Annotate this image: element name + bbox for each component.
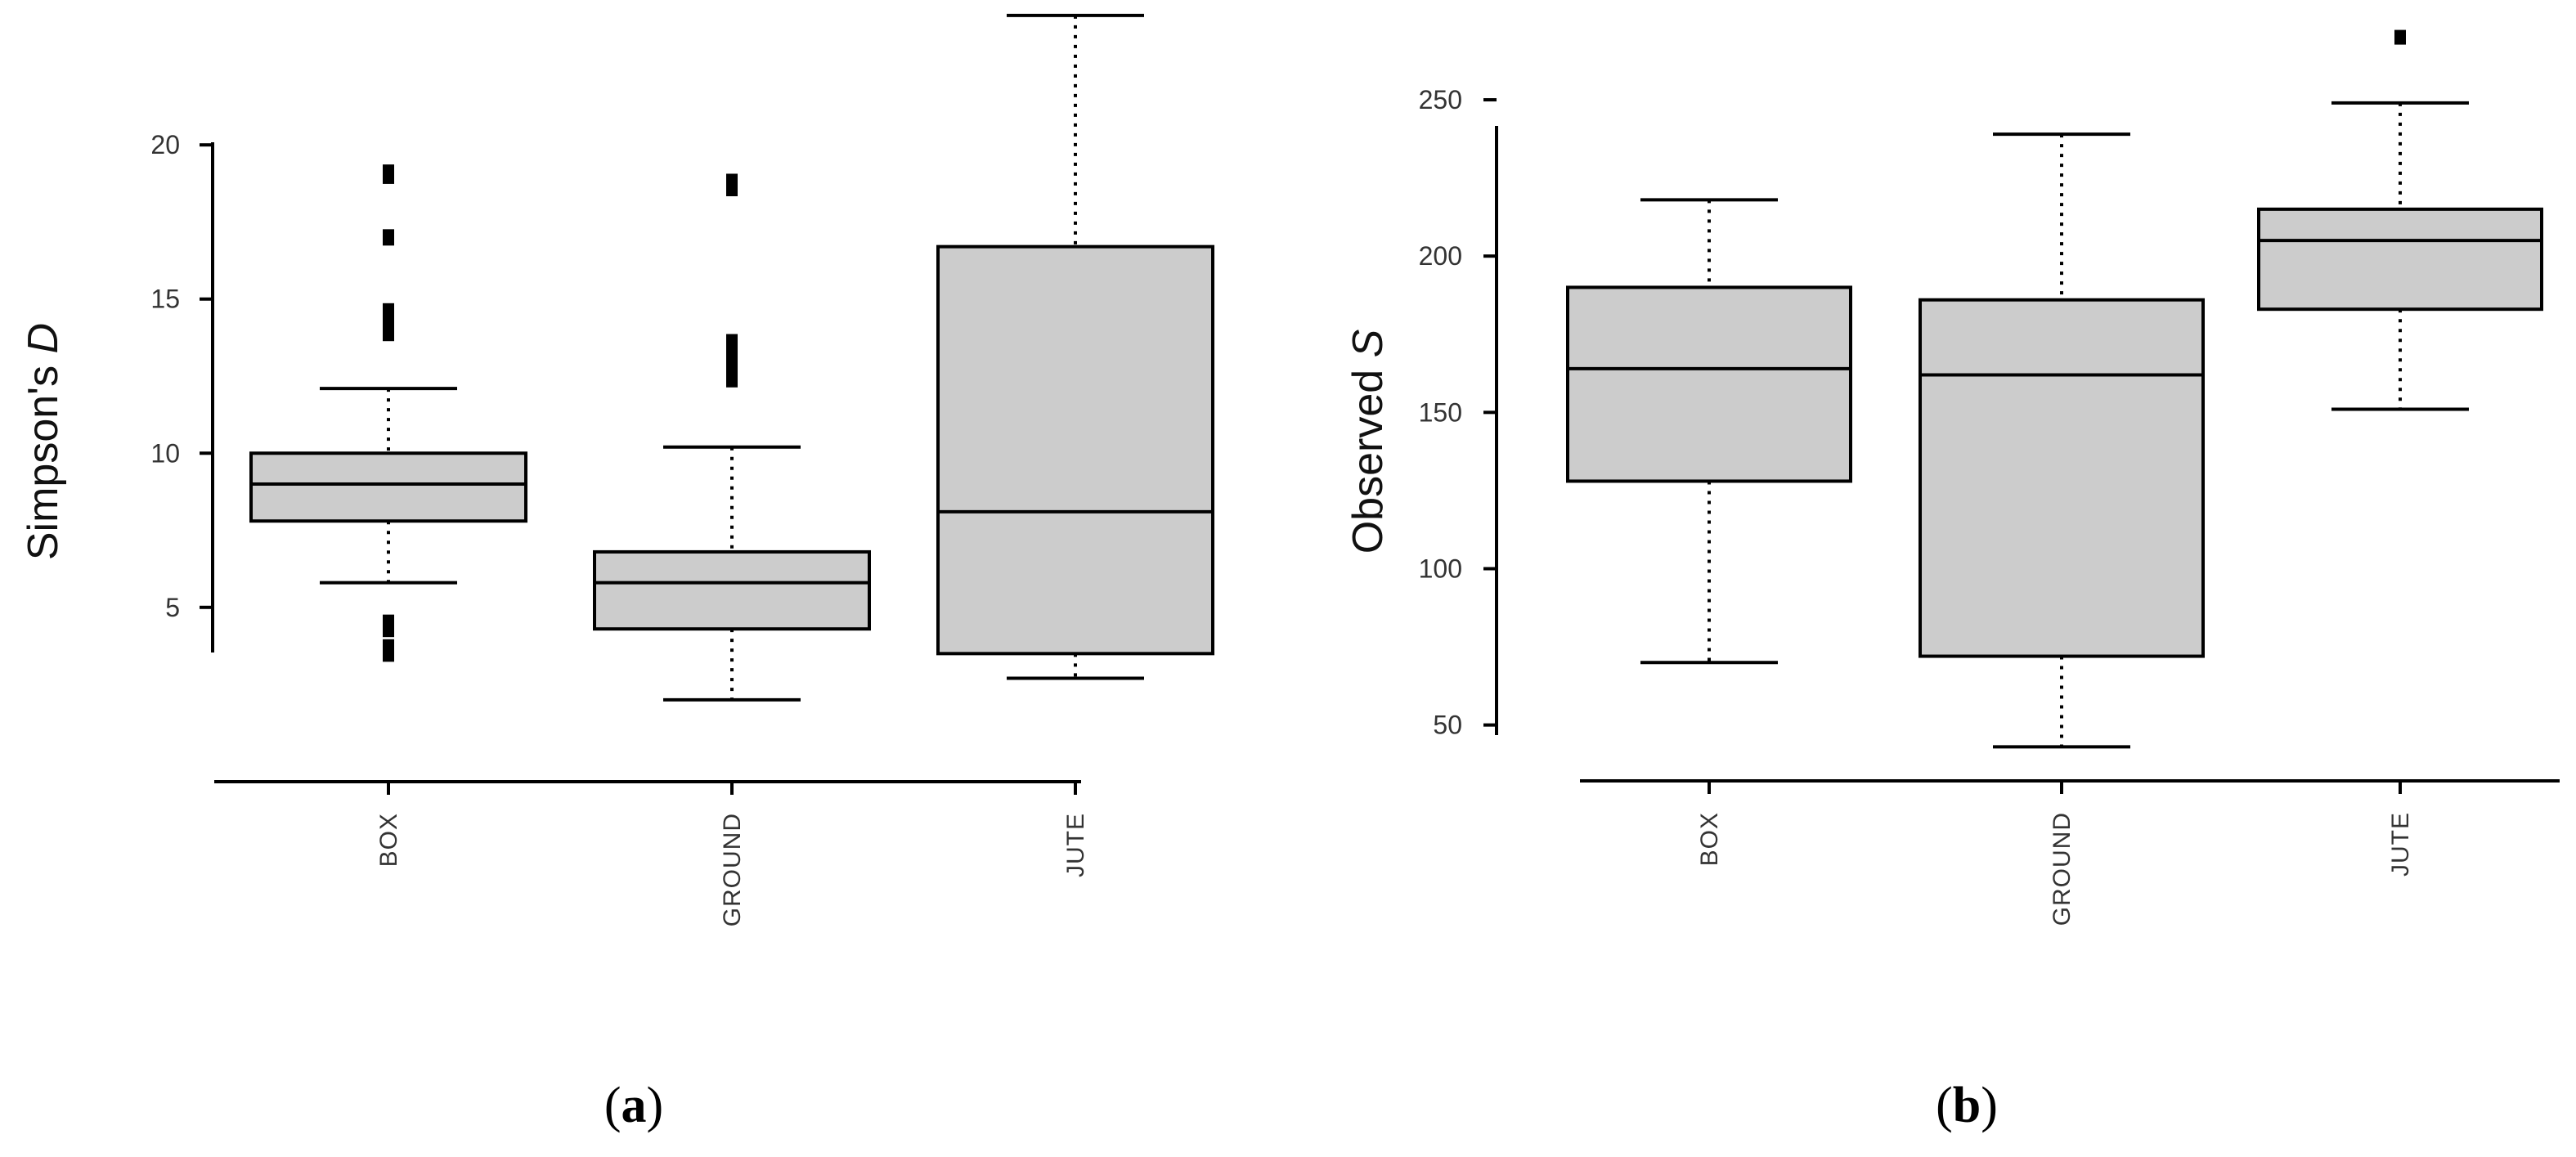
x-category-label: GROUND	[2049, 812, 2076, 926]
boxplot-jute	[2257, 29, 2543, 411]
y-tick-label: 5	[165, 593, 180, 622]
x-category-labels-b: BOX GROUND JUTE	[1696, 781, 2414, 926]
outlier-point	[383, 645, 394, 662]
boxplot-box	[249, 164, 527, 662]
y-tick-label: 15	[150, 285, 180, 314]
x-category-label: BOX	[1696, 812, 1723, 866]
iqr-box	[936, 244, 1214, 656]
y-tick-label: 20	[150, 130, 180, 159]
y-axis-title-a-main: Simpson's	[20, 353, 67, 560]
boxplot-jute	[936, 13, 1214, 680]
iqr-box	[2257, 207, 2543, 312]
boxplot-box	[1566, 198, 1852, 665]
iqr-box	[593, 549, 871, 631]
panel-label-a-letter: a	[622, 1078, 647, 1133]
x-category-labels-a: BOX GROUND JUTE	[375, 782, 1089, 926]
panel-label-a: (a)	[604, 1078, 663, 1133]
boxplot-ground	[593, 173, 871, 702]
outlier-point	[726, 180, 738, 196]
y-axis-title-a: Simpson's D	[20, 323, 67, 560]
outlier-point	[726, 370, 738, 388]
outlier-point	[383, 621, 394, 638]
y-ticks-a: 5 10 15 20	[150, 130, 213, 622]
y-tick-label: 150	[1419, 397, 1462, 427]
boxplots-a	[249, 13, 1214, 702]
x-category-label: GROUND	[719, 813, 746, 926]
y-tick-label: 250	[1419, 85, 1462, 114]
y-tick-label: 200	[1419, 241, 1462, 271]
panel-label-b-letter: b	[1953, 1078, 1981, 1133]
boxplot-ground	[1919, 132, 2205, 749]
panel-label-b: (b)	[1936, 1078, 1998, 1133]
y-axis-title-b-main: Observed	[1344, 357, 1392, 554]
outlier-point	[2394, 29, 2406, 45]
y-axis-title-b: Observed S	[1344, 329, 1392, 554]
y-tick-label: 100	[1419, 554, 1462, 584]
y-ticks-b: 50 100 150 200 250	[1419, 85, 1497, 740]
y-axis-title-a-italic: D	[20, 323, 67, 354]
iqr-box	[249, 451, 527, 523]
y-tick-label: 50	[1433, 711, 1462, 740]
x-category-label: JUTE	[2387, 812, 2414, 877]
x-category-label: JUTE	[1062, 813, 1089, 877]
iqr-box	[1566, 285, 1852, 483]
y-tick-label: 10	[150, 438, 180, 468]
y-axis-title-b-italic: S	[1344, 329, 1392, 357]
chart-panel-a: 5 10 15 20 BOX GROUND JUTE Simpson's D (a)	[20, 13, 1214, 1133]
x-category-label: BOX	[375, 813, 402, 867]
iqr-box	[1919, 298, 2205, 658]
outlier-point	[383, 229, 394, 246]
outlier-point	[383, 167, 394, 184]
outlier-point	[383, 325, 394, 342]
boxplots-b	[1566, 29, 2543, 749]
